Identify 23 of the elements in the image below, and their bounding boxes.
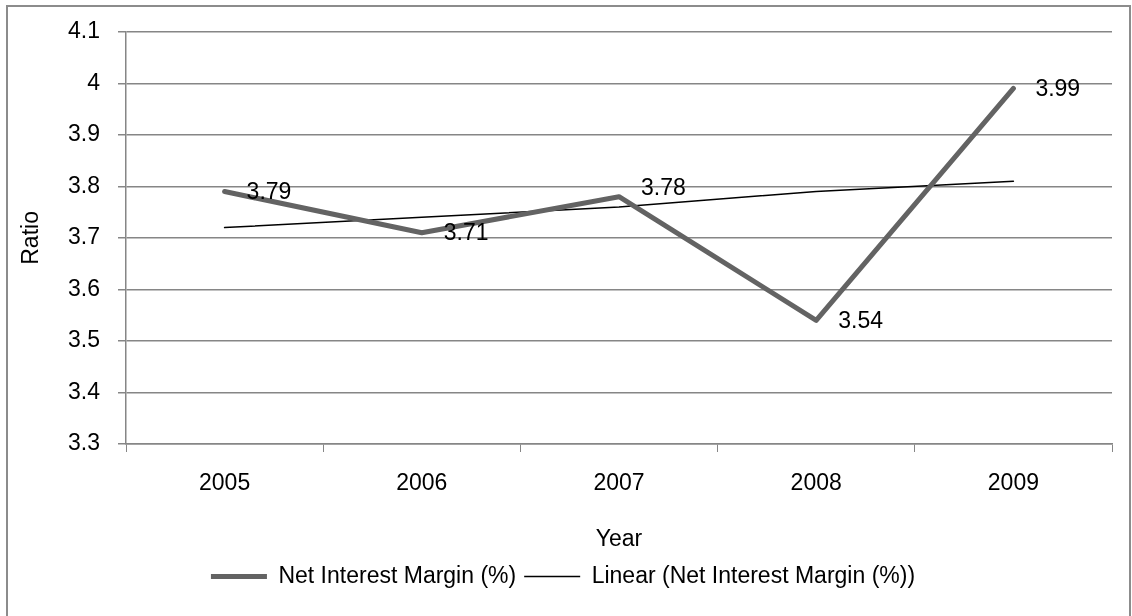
data-label: 3.79 xyxy=(246,177,292,204)
x-tick-label: 2008 xyxy=(790,469,842,496)
data-label: 3.54 xyxy=(838,306,884,333)
legend-label: Net Interest Margin (%) xyxy=(278,561,517,588)
y-tick-label: 3.3 xyxy=(68,429,100,456)
y-tick-label: 4.1 xyxy=(68,17,100,44)
y-tick-label: 3.6 xyxy=(68,274,100,301)
legend-label: Linear (Net Interest Margin (%)) xyxy=(591,561,916,588)
x-tick-label: 2005 xyxy=(199,469,251,496)
x-tick-label: 2007 xyxy=(593,469,645,496)
data-label: 3.71 xyxy=(443,219,489,246)
y-tick-label: 3.5 xyxy=(68,326,100,353)
y-axis-title: Ratio xyxy=(17,211,44,265)
data-label: 3.78 xyxy=(641,174,686,201)
data-label: 3.99 xyxy=(1035,74,1081,101)
x-tick-label: 2006 xyxy=(396,469,448,496)
y-tick-label: 3.9 xyxy=(68,120,100,147)
x-axis-title: Year xyxy=(595,524,643,551)
y-tick-label: 3.4 xyxy=(68,377,101,404)
x-tick-label: 2009 xyxy=(987,469,1039,496)
y-tick-label: 3.7 xyxy=(68,223,100,250)
y-tick-label: 3.8 xyxy=(68,171,100,198)
y-tick-label: 4 xyxy=(87,68,101,95)
